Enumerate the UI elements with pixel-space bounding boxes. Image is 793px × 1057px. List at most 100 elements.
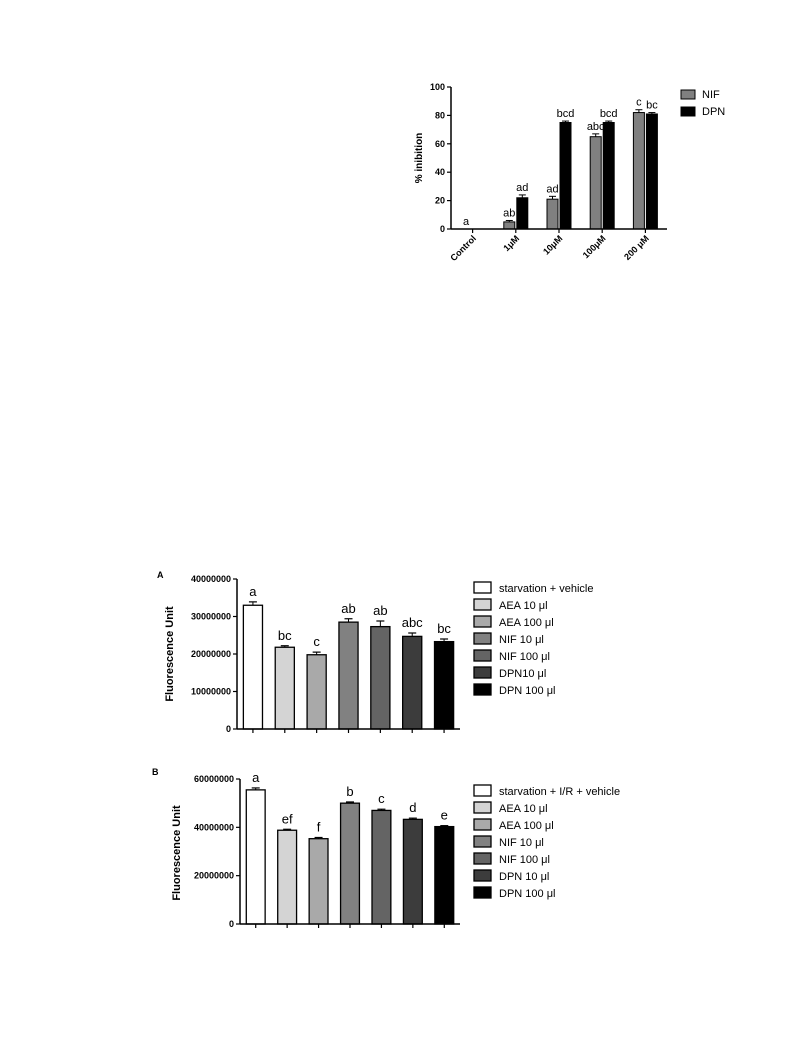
x-tick-label: Control bbox=[448, 233, 478, 263]
legend-label: AEA 10 μl bbox=[499, 803, 548, 815]
bar-dpn bbox=[516, 197, 529, 230]
legend-label: NIF 10 μl bbox=[499, 837, 544, 849]
legend-label: NIF 100 μl bbox=[499, 651, 550, 663]
legend-swatch bbox=[473, 835, 492, 848]
legend-swatch bbox=[473, 869, 492, 882]
y-tick-label: 40000000 bbox=[191, 574, 231, 584]
legend-swatch bbox=[473, 818, 492, 831]
significance-label: f bbox=[317, 819, 321, 834]
bar bbox=[306, 654, 327, 730]
bar bbox=[245, 789, 266, 925]
y-tick-label: 80 bbox=[435, 110, 445, 120]
bar-dpn bbox=[645, 113, 658, 230]
legend-swatch bbox=[473, 581, 492, 594]
panel-b-chart: B a ef f b c d e 0 20000000 40000000 60000000 Flu… bbox=[152, 767, 620, 929]
legend-swatch bbox=[473, 801, 492, 814]
legend-swatch-dpn bbox=[680, 106, 696, 117]
y-tick-label: 0 bbox=[226, 724, 231, 734]
bar bbox=[402, 635, 423, 730]
legend-label-nif: NIF bbox=[702, 89, 720, 101]
legend-label: DPN 100 μl bbox=[499, 685, 555, 697]
y-tick-label: 0 bbox=[229, 919, 234, 929]
bar bbox=[402, 818, 423, 925]
legend-label: AEA 10 μl bbox=[499, 600, 548, 612]
bar-nif bbox=[503, 221, 516, 230]
y-tick-label: 20000000 bbox=[194, 871, 234, 881]
bar bbox=[277, 829, 298, 925]
panel-a-y-axis-title: Fluorescence Unit bbox=[164, 606, 176, 702]
x-tick-label: 10μM bbox=[541, 233, 564, 256]
y-tick-label: 30000000 bbox=[191, 612, 231, 622]
bar-nif bbox=[546, 198, 559, 230]
significance-label: bcd bbox=[600, 108, 618, 120]
legend-label: AEA 100 μl bbox=[499, 617, 554, 629]
significance-label: c bbox=[378, 791, 385, 806]
y-tick-label: 60 bbox=[435, 139, 445, 149]
y-tick-label: 0 bbox=[440, 224, 445, 234]
legend-swatch bbox=[473, 784, 492, 797]
significance-label: a bbox=[249, 584, 257, 599]
bar-nif bbox=[632, 112, 645, 230]
significance-label: abc bbox=[402, 615, 423, 630]
significance-label: abc bbox=[587, 121, 605, 133]
y-tick-label: 10000000 bbox=[191, 687, 231, 697]
panel-b-y-axis-title: Fluorescence Unit bbox=[171, 805, 183, 901]
legend-swatch bbox=[473, 852, 492, 865]
legend-label: starvation + I/R + vehicle bbox=[499, 786, 620, 798]
legend-label: NIF 100 μl bbox=[499, 854, 550, 866]
legend-swatch bbox=[473, 632, 492, 645]
panel-a-label: A bbox=[157, 570, 164, 580]
significance-label: b bbox=[346, 784, 353, 799]
bar bbox=[308, 838, 329, 925]
legend-swatch bbox=[473, 649, 492, 662]
significance-label: ad bbox=[516, 182, 528, 194]
legend-label: DPN 10 μl bbox=[499, 871, 549, 883]
y-tick-label: 20 bbox=[435, 196, 445, 206]
bar bbox=[370, 625, 391, 730]
legend-label: DPN10 μl bbox=[499, 668, 546, 680]
bar bbox=[242, 604, 264, 730]
bar bbox=[338, 621, 359, 730]
y-tick-label: 20000000 bbox=[191, 649, 231, 659]
significance-label: ad bbox=[546, 183, 558, 195]
legend-label: NIF 10 μl bbox=[499, 634, 544, 646]
panel-b-label: B bbox=[152, 767, 159, 777]
significance-label: d bbox=[409, 800, 416, 815]
legend-label: AEA 100 μl bbox=[499, 820, 554, 832]
bar bbox=[274, 646, 295, 730]
significance-label: c bbox=[636, 97, 642, 109]
significance-label: a bbox=[252, 770, 260, 785]
legend-swatch bbox=[473, 683, 492, 696]
inhibition-y-axis-title: % inibition bbox=[414, 133, 425, 184]
significance-label: ab bbox=[341, 601, 355, 616]
x-tick-label: 100μM bbox=[581, 233, 608, 260]
legend-swatch bbox=[473, 615, 492, 628]
y-tick-label: 60000000 bbox=[194, 774, 234, 784]
y-tick-label: 40 bbox=[435, 167, 445, 177]
y-tick-label: 40000000 bbox=[194, 822, 234, 832]
bar bbox=[371, 809, 392, 925]
significance-label: ef bbox=[282, 811, 293, 826]
significance-label: bcd bbox=[557, 108, 575, 120]
significance-label: c bbox=[313, 634, 320, 649]
legend-swatch-nif bbox=[680, 89, 696, 100]
x-tick-label: 1μM bbox=[501, 233, 521, 253]
legend-swatch bbox=[473, 666, 492, 679]
significance-label: bc bbox=[646, 100, 658, 112]
legend-swatch bbox=[473, 598, 492, 611]
y-tick-label: 100 bbox=[430, 82, 445, 92]
significance-label: ab bbox=[373, 603, 387, 618]
x-tick-label: 200 μM bbox=[622, 233, 651, 262]
bar bbox=[434, 825, 455, 925]
legend-label: starvation + vehicle bbox=[499, 583, 593, 595]
legend-label-dpn: DPN bbox=[702, 106, 725, 118]
significance-label: a bbox=[463, 216, 470, 228]
legend-label: DPN 100 μl bbox=[499, 888, 555, 900]
significance-label: e bbox=[441, 808, 448, 823]
bar-nif bbox=[589, 136, 602, 230]
significance-label: bc bbox=[278, 628, 292, 643]
bar-dpn bbox=[559, 122, 572, 230]
bar bbox=[339, 802, 361, 925]
